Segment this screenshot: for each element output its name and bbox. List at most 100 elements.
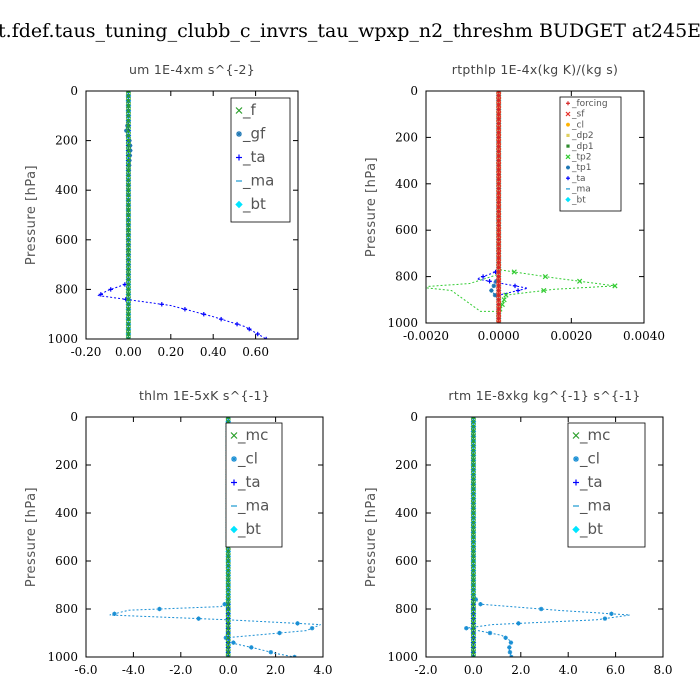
data-point — [125, 177, 132, 183]
x-tick-label: 0.0000 — [478, 329, 520, 343]
data-point — [496, 232, 501, 238]
y-tick-label: 800 — [55, 282, 78, 296]
data-point — [496, 125, 501, 131]
data-point — [496, 279, 501, 284]
data-point — [125, 123, 132, 129]
x-tick-label: 2.0 — [511, 663, 530, 677]
data-point — [470, 649, 477, 655]
data-point — [496, 195, 501, 200]
legend-item: _tp1 — [566, 163, 591, 173]
data-point — [125, 232, 132, 238]
data-point — [295, 621, 300, 626]
x-tick-label: 6.0 — [606, 663, 625, 677]
legend-item: _sf — [565, 110, 585, 120]
legend-label: _bt — [237, 520, 261, 539]
data-point — [470, 519, 477, 526]
x-tick-label: -0.0020 — [403, 329, 449, 343]
data-point — [125, 276, 132, 283]
x-tick-label: 0.0 — [219, 663, 238, 677]
data-point — [125, 311, 132, 317]
data-point — [541, 287, 547, 294]
legend-item: _bt — [572, 520, 603, 539]
data-point — [125, 128, 132, 134]
panel-title: um 1E-4xm s^{-2} — [129, 62, 255, 77]
data-point — [501, 297, 507, 303]
series-line — [109, 417, 321, 657]
y-tick-label: 0 — [70, 410, 78, 424]
data-point — [218, 316, 224, 322]
data-point — [470, 476, 477, 483]
data-point — [125, 237, 132, 243]
data-point — [234, 321, 240, 327]
data-point — [489, 288, 494, 293]
plot-frame — [85, 90, 299, 340]
panels: um 1E-4xm s^{-2} Pressure [hPa] 0 200 400 600… — [24, 62, 673, 677]
data-point — [496, 112, 501, 117]
data-point — [225, 620, 231, 627]
data-point — [509, 654, 514, 657]
data-point — [496, 209, 501, 214]
data-point — [496, 102, 501, 108]
y-tick-label: 600 — [395, 554, 418, 568]
data-point — [470, 471, 477, 478]
x-tick-label: 4.0 — [559, 663, 578, 677]
data-point — [125, 286, 132, 293]
data-point — [231, 640, 236, 645]
data-point — [577, 278, 583, 284]
figure-title: thist.fdef.taus_tuning_clubb_c_invrs_tau… — [0, 20, 700, 42]
data-point — [277, 630, 282, 636]
data-point — [125, 157, 132, 164]
data-point — [268, 650, 274, 655]
panel-title: rtm 1E-8xkg kg^{-1} s^{-1} — [448, 388, 640, 403]
legend-label: _mc — [579, 426, 610, 445]
y-tick-label: 800 — [55, 602, 78, 616]
data-point — [470, 486, 477, 492]
data-point — [125, 118, 132, 124]
data-point — [125, 291, 132, 297]
data-point — [470, 587, 477, 593]
legend-label: _dp1 — [571, 142, 594, 152]
data-point — [247, 326, 252, 332]
legend-marker — [566, 144, 570, 148]
data-point — [496, 167, 501, 173]
x-tick-label: 0.00 — [115, 345, 142, 359]
legend-item: _bt — [565, 195, 586, 205]
data-point — [507, 650, 513, 655]
data-point — [496, 214, 501, 219]
legend-label: _ma — [242, 172, 274, 191]
data-point — [470, 601, 477, 607]
legend-label: _bt — [242, 195, 266, 214]
data-point — [496, 311, 501, 316]
data-point — [496, 218, 501, 224]
data-point — [496, 320, 502, 323]
y-tick-label: 0 — [410, 84, 418, 98]
data-point — [470, 582, 477, 588]
data-point — [125, 271, 132, 278]
data-point — [470, 596, 477, 603]
legend-marker — [236, 131, 242, 137]
data-point — [496, 186, 501, 191]
data-point — [471, 654, 476, 657]
series-cl — [109, 417, 321, 657]
data-point — [496, 130, 501, 135]
legend-item: _cl — [231, 450, 258, 469]
data-point — [225, 558, 231, 564]
data-point — [470, 539, 477, 545]
y-tick-label: 400 — [395, 177, 418, 191]
data-point — [125, 187, 132, 193]
data-point — [507, 645, 512, 650]
data-point — [496, 223, 501, 228]
data-point — [125, 133, 132, 139]
y-tick-label: 1000 — [387, 650, 418, 664]
legend-item: _bt — [230, 520, 261, 539]
data-point — [496, 204, 501, 210]
legend-label: _bt — [579, 520, 603, 539]
legend-marker — [231, 479, 237, 486]
legend-marker — [566, 133, 570, 137]
legend-item: _dp1 — [566, 142, 594, 152]
data-point — [470, 543, 477, 550]
data-point — [125, 222, 132, 228]
data-point — [470, 505, 477, 511]
data-point — [249, 645, 254, 650]
data-point — [538, 606, 544, 612]
